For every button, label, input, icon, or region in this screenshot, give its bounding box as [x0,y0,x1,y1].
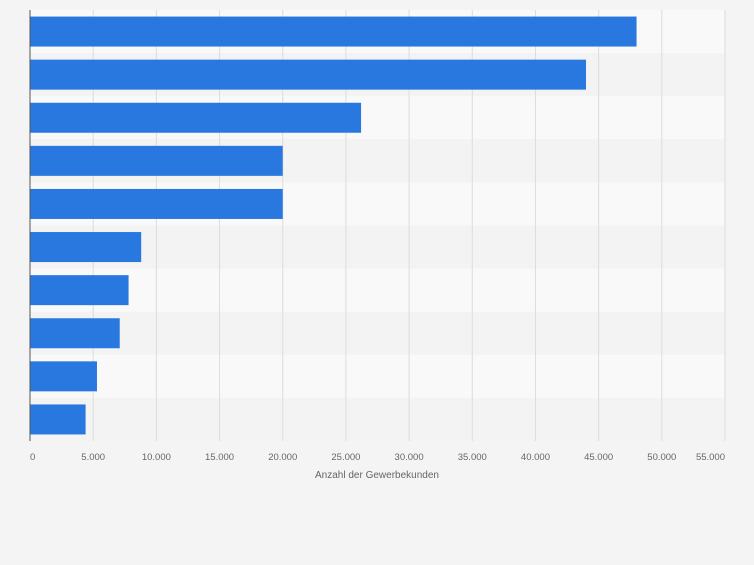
x-tick-label: 25.000 [331,452,360,463]
bar [30,318,120,349]
x-tick-label: 20.000 [268,452,297,463]
x-axis-label: Anzahl der Gewerbekunden [315,470,439,481]
row-band [30,268,725,312]
bar [30,59,586,90]
bars [30,16,637,435]
x-tick-label: 15.000 [205,452,234,463]
row-band [30,311,725,355]
bar [30,404,86,435]
x-tick-label: 50.000 [647,452,676,463]
bar [30,16,637,47]
x-tick-label: 10.000 [142,452,171,463]
x-tick-label: 45.000 [584,452,613,463]
x-tick-label: 0 [30,452,35,463]
x-tick-label: 5.000 [81,452,105,463]
x-tick-label: 35.000 [458,452,487,463]
bar [30,145,283,176]
bar [30,102,362,133]
bar [30,361,97,392]
bar [30,188,283,219]
x-tick-label: 55.000 [696,452,725,463]
x-tick-label: 40.000 [521,452,550,463]
row-band [30,397,725,441]
x-axis-ticks: 0 5.000 10.000 15.000 20.000 25.000 30.000 35.0… [30,452,725,463]
row-band [30,354,725,398]
x-tick-label: 30.000 [395,452,424,463]
bar [30,275,129,306]
row-band [30,225,725,269]
bar [30,232,142,263]
